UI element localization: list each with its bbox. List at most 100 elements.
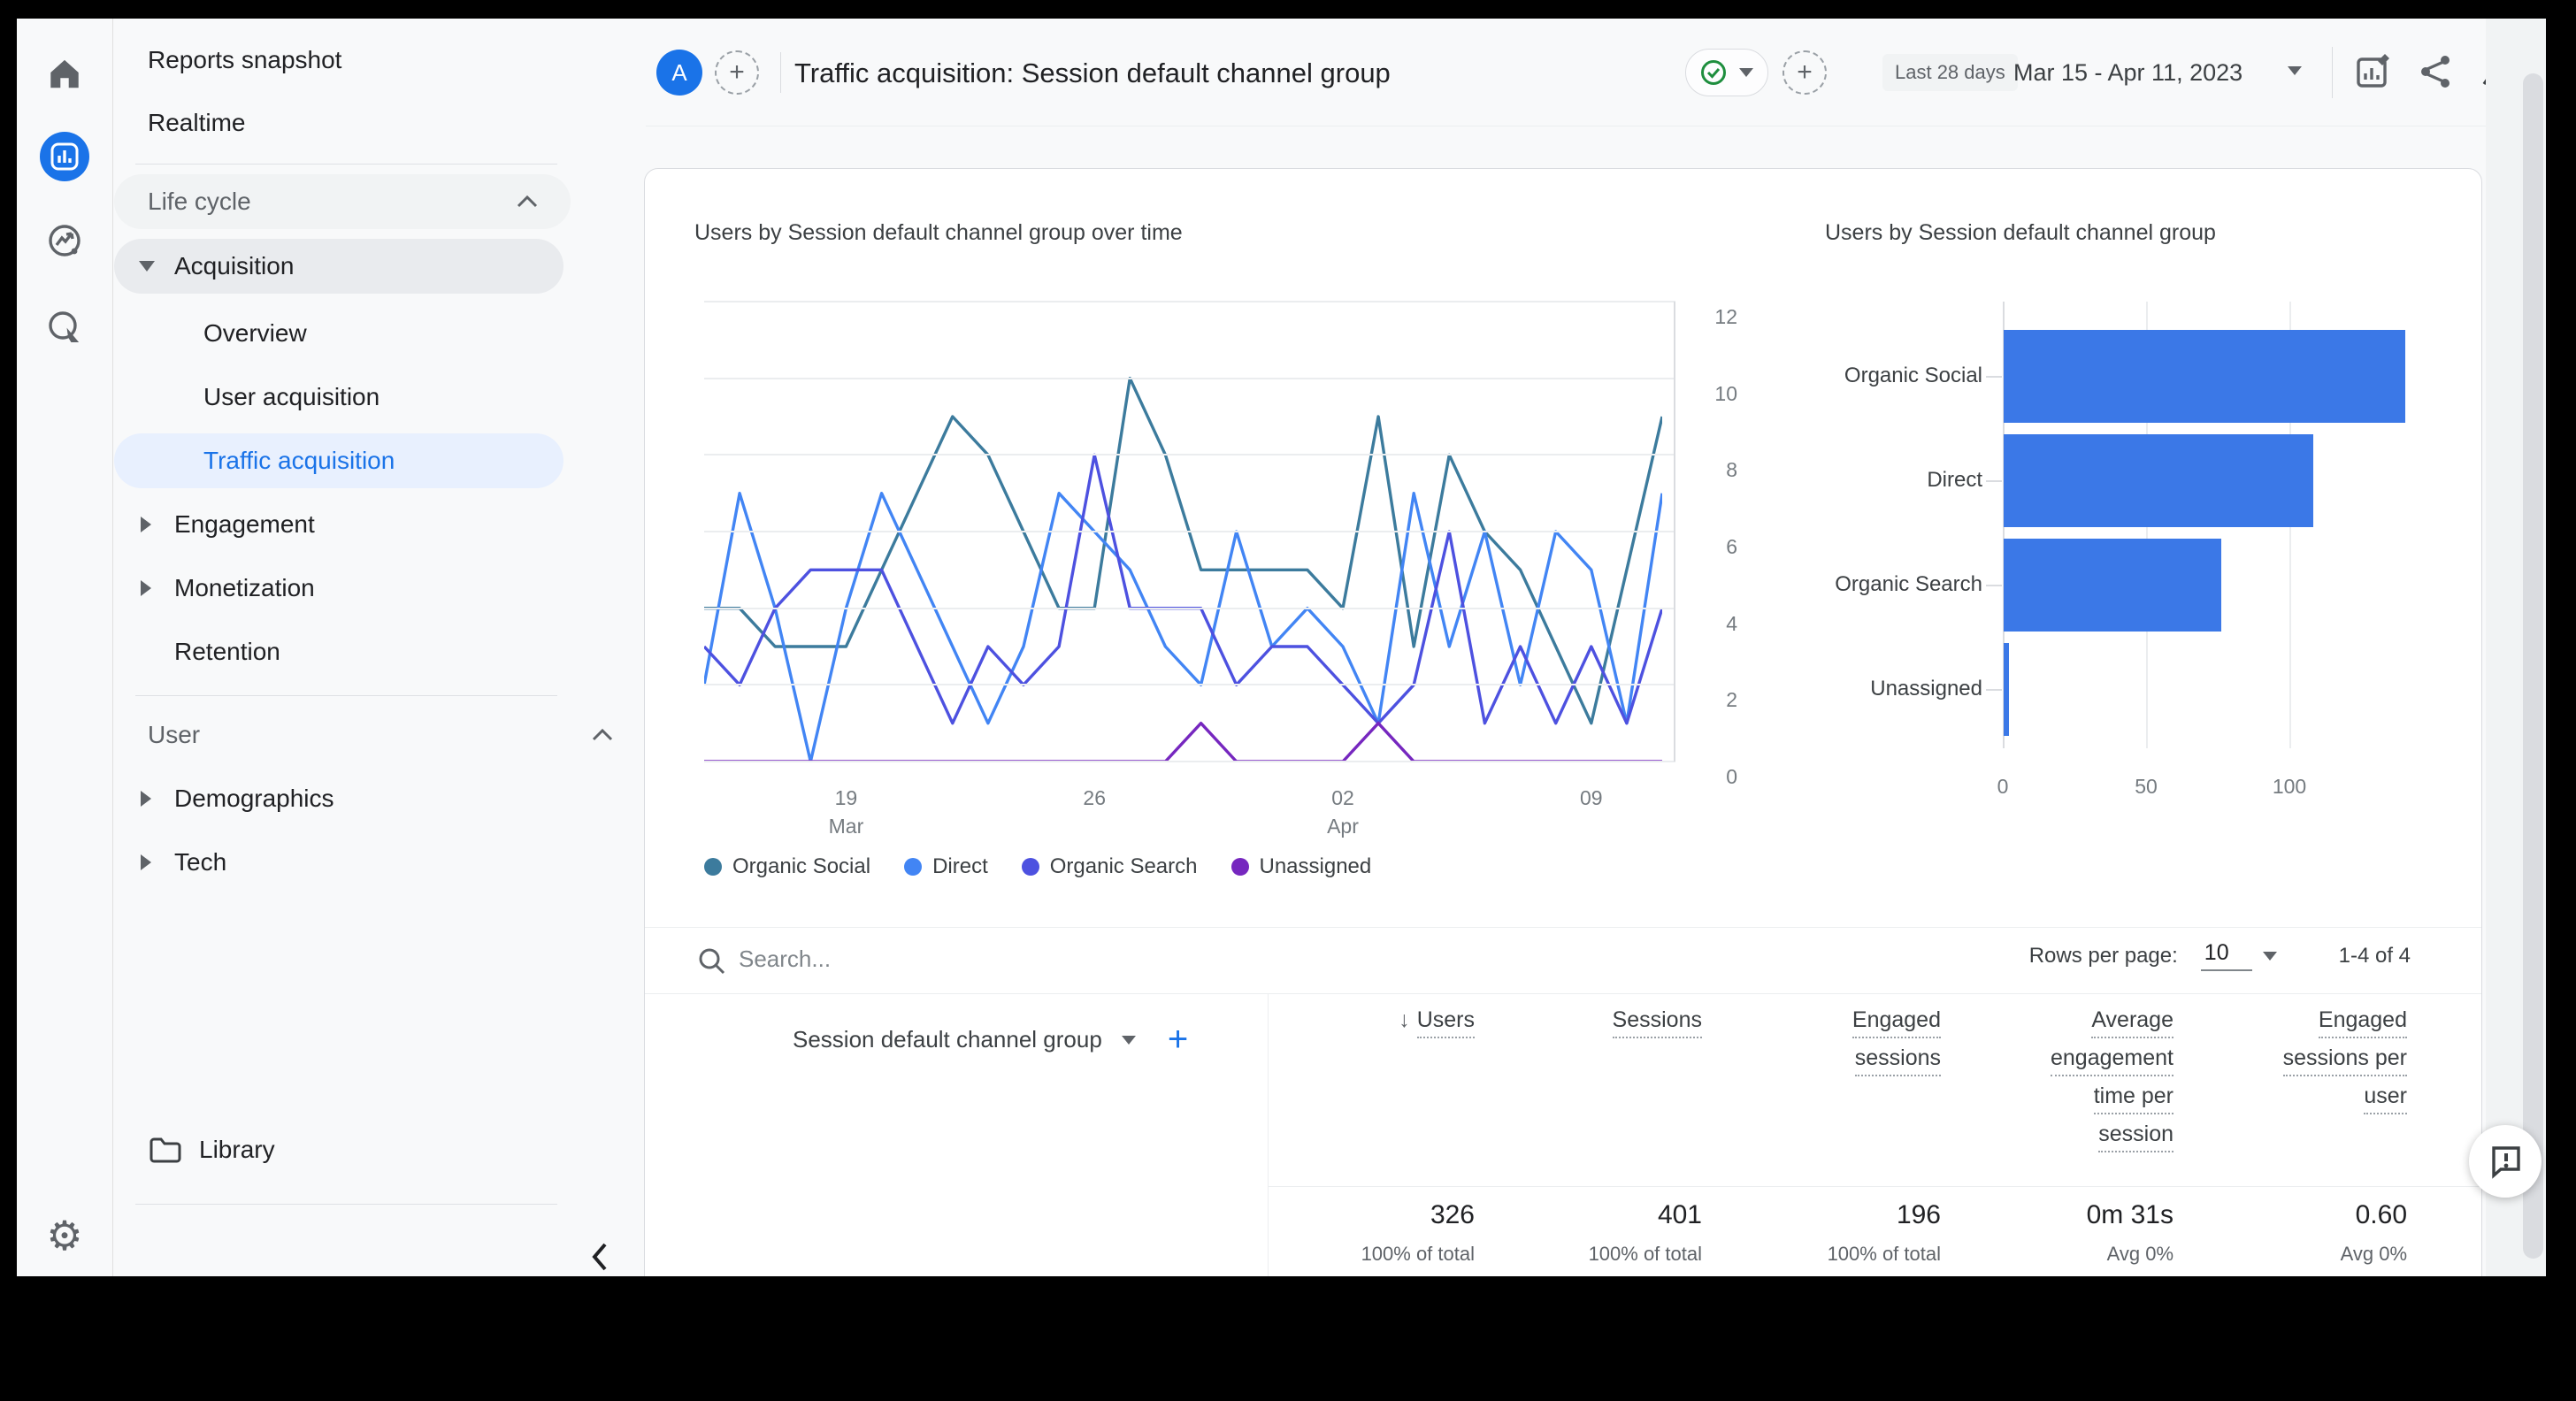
metric-header-line: sessions per xyxy=(2282,1045,2407,1076)
totals-subtext: 100% of total xyxy=(1361,1243,1475,1265)
collapse-drawer-button[interactable] xyxy=(586,1241,613,1273)
add-dimension-button[interactable]: + xyxy=(1167,1020,1189,1059)
legend-item: Organic Social xyxy=(704,854,870,879)
report-status-button[interactable] xyxy=(1685,49,1768,96)
nav-section-user[interactable]: User xyxy=(114,708,646,762)
metric-header-line: sessions xyxy=(1854,1045,1941,1076)
scrollbar-track xyxy=(2486,19,2546,1276)
bar-x-tick-label: 50 xyxy=(2135,775,2158,798)
search-input[interactable]: Search... xyxy=(739,945,832,972)
totals-value: 196 xyxy=(1896,1200,1941,1229)
totals-cell: 326 100% of total xyxy=(1361,1200,1475,1266)
bar[interactable] xyxy=(2004,434,2313,527)
legend-dot xyxy=(704,858,722,876)
gridline xyxy=(704,531,1675,532)
nav-item-user-acquisition[interactable]: User acquisition xyxy=(203,383,380,410)
nav-item-engagement[interactable]: Engagement xyxy=(114,497,646,552)
chevron-up-icon xyxy=(592,728,613,741)
totals-cell: 0.60 Avg 0% xyxy=(2341,1200,2407,1266)
customize-report-icon[interactable] xyxy=(2351,50,2394,93)
folder-icon xyxy=(150,1137,181,1163)
x-tick-label: 09 xyxy=(1579,786,1603,809)
nav-item-monetization[interactable]: Monetization xyxy=(114,561,646,616)
x-tick-month-label: Mar xyxy=(828,815,864,838)
rows-per-page-select[interactable]: 10 xyxy=(2200,940,2252,971)
legend-dot xyxy=(1021,858,1039,876)
line-chart-legend: Organic Social Direct Organic Search Unassi… xyxy=(704,854,1371,879)
bar-category-label: Direct xyxy=(1927,467,1982,492)
dimension-header-label[interactable]: Session default channel group xyxy=(793,1026,1102,1053)
add-filter-button[interactable]: + xyxy=(1782,50,1827,95)
metric-column-header[interactable]: Engaged sessions xyxy=(1852,1007,1941,1083)
sort-descending-icon: ↓ xyxy=(1399,1007,1410,1032)
metric-column-header[interactable]: Sessions xyxy=(1612,1007,1702,1045)
gridline xyxy=(704,761,1675,762)
caret-down-icon xyxy=(1739,68,1753,77)
caret-down-icon[interactable] xyxy=(2262,951,2277,961)
check-circle-icon xyxy=(1701,60,1726,85)
gridline xyxy=(704,454,1675,456)
nav-item-demographics[interactable]: Demographics xyxy=(114,771,646,826)
x-tick-label: 26 xyxy=(1083,786,1107,809)
nav-item-acquisition[interactable]: Acquisition xyxy=(114,239,564,294)
home-icon[interactable] xyxy=(40,48,89,97)
admin-gear-icon[interactable]: ⚙ xyxy=(46,1213,83,1259)
advertising-icon[interactable] xyxy=(40,302,89,352)
legend-dot xyxy=(1230,858,1249,876)
nav-item-realtime[interactable]: Realtime xyxy=(148,109,246,136)
totals-value: 401 xyxy=(1657,1200,1702,1229)
metric-column-header[interactable]: ↓ Users xyxy=(1399,1007,1475,1045)
y-tick-label: 4 xyxy=(1726,611,1737,635)
nav-divider xyxy=(135,1204,557,1205)
legend-label: Unassigned xyxy=(1259,854,1372,878)
plus-icon: + xyxy=(729,57,745,87)
nav-item-retention[interactable]: Retention xyxy=(174,638,280,665)
header-divider xyxy=(2332,47,2333,98)
totals-value: 326 xyxy=(1430,1200,1475,1229)
y-tick-label: 2 xyxy=(1726,688,1737,712)
x-tick-month-label: Apr xyxy=(1327,815,1359,838)
reports-icon[interactable] xyxy=(40,132,89,181)
nav-item-overview[interactable]: Overview xyxy=(203,319,307,347)
totals-subtext: 100% of total xyxy=(1827,1243,1941,1265)
date-range-selector[interactable]: Mar 15 - Apr 11, 2023 xyxy=(2013,59,2243,86)
bar-category-label: Organic Search xyxy=(1835,571,1982,596)
totals-subtext: Avg 0% xyxy=(2106,1243,2174,1265)
y-tick-label: 6 xyxy=(1726,535,1737,558)
nav-item-tech[interactable]: Tech xyxy=(114,835,646,890)
bar[interactable] xyxy=(2004,330,2405,423)
header-divider xyxy=(780,52,781,93)
add-comparison-button[interactable]: + xyxy=(715,50,759,95)
avatar[interactable]: A xyxy=(656,50,702,96)
metric-header-line: Average xyxy=(2091,1007,2174,1038)
chevron-up-icon xyxy=(517,195,538,208)
nav-item-traffic-acquisition-selected[interactable]: Traffic acquisition xyxy=(114,433,564,488)
bar[interactable] xyxy=(2004,643,2010,736)
metric-header-line: session xyxy=(2098,1122,2174,1152)
share-icon[interactable] xyxy=(2415,50,2457,93)
metric-header-line: Engaged xyxy=(2318,1007,2407,1038)
caret-down-icon[interactable] xyxy=(1121,1035,1136,1045)
caret-down-icon[interactable] xyxy=(2288,66,2302,75)
metric-column-header[interactable]: Average engagement time per session xyxy=(2050,1007,2174,1160)
bar-x-tick-label: 100 xyxy=(2272,775,2307,798)
nav-item-library[interactable]: Library xyxy=(114,1122,646,1177)
plus-icon: + xyxy=(1797,57,1813,87)
feedback-button[interactable] xyxy=(2469,1125,2542,1198)
metric-column-header[interactable]: Engaged sessions per user xyxy=(2282,1007,2407,1122)
bar-x-tick-label: 0 xyxy=(1997,775,2009,798)
explore-icon[interactable] xyxy=(40,216,89,265)
report-header-bar: A + Traffic acquisition: Session default… xyxy=(646,19,2546,126)
nav-item-reports-snapshot[interactable]: Reports snapshot xyxy=(148,46,342,73)
bar-axis-tick xyxy=(1986,479,2002,482)
table-column-divider xyxy=(1268,994,1269,1276)
metric-header-line: user xyxy=(2364,1083,2407,1114)
scrollbar-thumb[interactable] xyxy=(2523,73,2543,1259)
totals-cell: 401 100% of total xyxy=(1589,1200,1702,1266)
bar-chart-title: Users by Session default channel group xyxy=(1825,220,2216,245)
nav-section-life-cycle[interactable]: Life cycle xyxy=(114,174,571,229)
bar[interactable] xyxy=(2004,539,2222,632)
metric-header-line: Sessions xyxy=(1612,1007,1702,1038)
legend-label: Organic Social xyxy=(732,854,871,878)
